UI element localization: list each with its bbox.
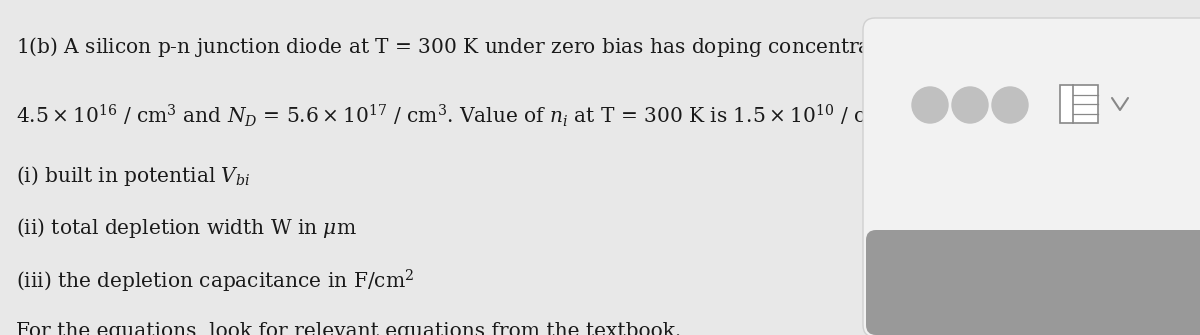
Text: 1(b) A silicon p-n junction diode at T = 300 K under zero bias has doping concen: 1(b) A silicon p-n junction diode at T =… [16,35,1003,59]
FancyBboxPatch shape [863,18,1200,335]
Text: (ii) total depletion width W in $\mu$m: (ii) total depletion width W in $\mu$m [16,216,356,240]
Text: $4.5 \times 10^{16}$ / cm$^3$ and $N_D$ = $5.6 \times 10^{17}$ / cm$^3$. Value o: $4.5 \times 10^{16}$ / cm$^3$ and $N_D$ … [16,102,1016,129]
Bar [887,250,1200,325]
Circle shape [952,87,988,123]
Bar [1060,85,1098,123]
Circle shape [992,87,1028,123]
Text: For the equations, look for relevant equations from the textbook.: For the equations, look for relevant equ… [16,322,680,335]
Circle shape [912,87,948,123]
Text: (i) built in potential $V_{bi}$: (i) built in potential $V_{bi}$ [16,164,250,188]
Text: (iii) the depletion capacitance in F/cm$^2$: (iii) the depletion capacitance in F/cm$… [16,268,414,295]
FancyBboxPatch shape [866,230,1200,335]
